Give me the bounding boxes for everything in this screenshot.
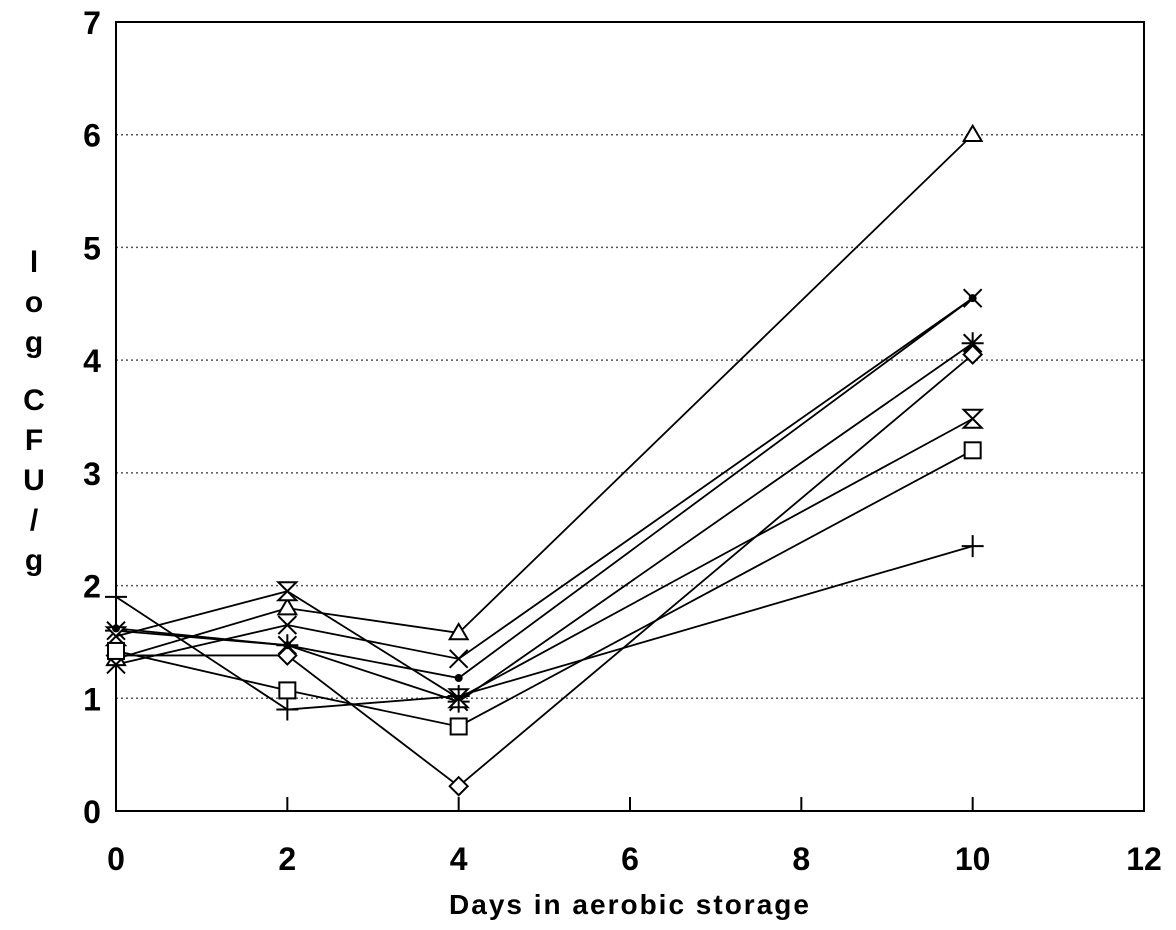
data-point-hourglass [275,581,299,602]
y-axis-label-char: / [30,504,39,537]
plot-frame [115,21,1145,812]
y-axis-label-char: U [23,464,45,497]
data-point-diamond [276,645,298,666]
data-point-diamond [448,775,470,797]
data-point-x [448,649,469,669]
series-line-plus [115,545,973,711]
data-point-square [449,717,468,736]
data-point-triangle-up [276,597,299,616]
y-axis-label-char: o [25,286,43,319]
x-tick-label: 12 [1126,841,1162,877]
y-tick-label: 2 [83,569,101,605]
data-point-hourglass [961,408,985,429]
y-tick-label: 3 [83,456,101,492]
data-point-x [277,615,298,635]
data-point-triangle-up [961,123,984,143]
data-point-plus [105,585,127,608]
axis-ticks [286,797,974,811]
y-axis-label-char: g [25,544,43,577]
data-point-diamond [962,344,984,365]
x-tick-label: 8 [792,841,810,877]
series-line-triangle-up [115,134,974,660]
series-line-diamond [116,353,974,788]
data-point-dot [283,641,292,650]
y-tick-label: 7 [83,5,101,41]
data-point-square [107,641,125,660]
y-tick-label: 6 [83,118,101,154]
data-point-plus [961,535,984,558]
data-point-dot [112,624,120,633]
x-tick-label: 10 [955,841,991,877]
y-tick-label: 4 [83,343,101,379]
data-point-square [278,681,297,700]
y-axis-label-char: l [30,246,38,279]
y-tick-label: 5 [83,230,101,266]
series-line-dot [115,297,974,679]
data-point-square [963,441,982,460]
y-axis-label-char: g [25,326,43,359]
data-point-dot [968,294,977,303]
x-axis-label: Days in aerobic storage [449,889,811,920]
data-point-dot [454,673,463,682]
y-axis-label-char: F [25,424,43,457]
series-line-hourglass [115,417,974,700]
x-tick-label: 4 [450,841,468,877]
data-point-asterisk [961,332,984,355]
series-line-x [115,297,974,666]
data-point-plus [276,698,299,721]
series-line-asterisk [115,342,974,703]
x-tick-label: 2 [278,841,296,877]
x-tick-label: 6 [621,841,639,877]
y-tick-label: 1 [83,681,101,717]
y-axis-label-char: C [23,384,45,417]
data-point-triangle-up [447,621,470,641]
x-tick-label: 0 [107,841,125,877]
y-tick-label: 0 [83,794,101,830]
data-points [104,123,985,797]
data-point-plus [447,685,470,708]
series-lines [115,134,974,788]
series-line-square [115,449,974,728]
y-axis-label: l o g C F U / g [23,246,45,577]
